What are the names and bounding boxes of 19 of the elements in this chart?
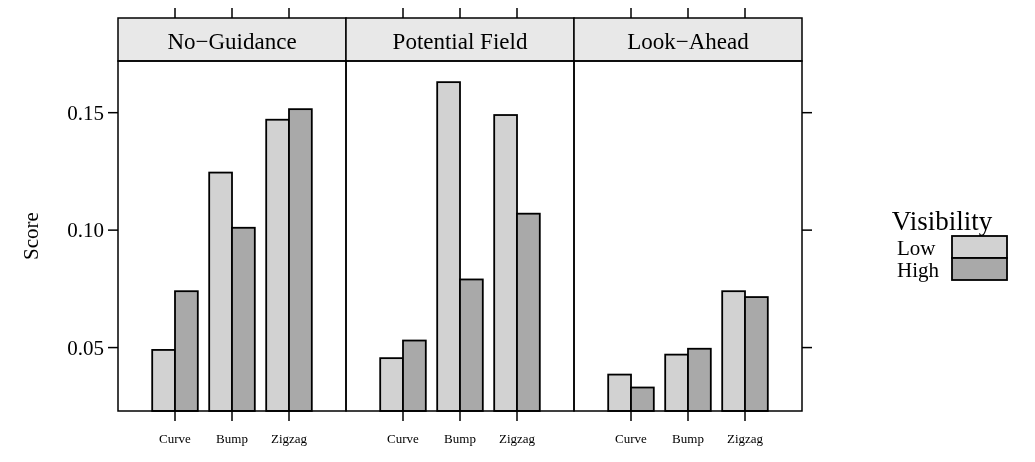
y-axis-title: Score [19, 212, 43, 260]
x-tick-label: Curve [159, 431, 192, 446]
chart-title: Potential Field [392, 29, 528, 54]
x-tick-label: Zigzag [498, 431, 536, 446]
x-tick-label: Bump [672, 431, 704, 446]
x-tick-label: Curve [387, 431, 420, 446]
legend-label: High [897, 258, 940, 282]
x-tick-label: Zigzag [726, 431, 764, 446]
x-tick-label: Zigzag [270, 431, 308, 446]
y-tick-label: 0.15 [67, 100, 104, 125]
y-tick-label: 0.05 [67, 335, 104, 360]
y-tick-label: 0.10 [67, 218, 104, 243]
legend-label: Low [897, 236, 937, 260]
legend-title: Visibility [891, 206, 993, 236]
x-tick-label: Bump [216, 431, 248, 446]
chart-title: No−Guidance [167, 29, 297, 54]
x-tick-label: Bump [444, 431, 476, 446]
chart-title: Look−Ahead [627, 29, 750, 54]
x-tick-label: Curve [615, 431, 648, 446]
